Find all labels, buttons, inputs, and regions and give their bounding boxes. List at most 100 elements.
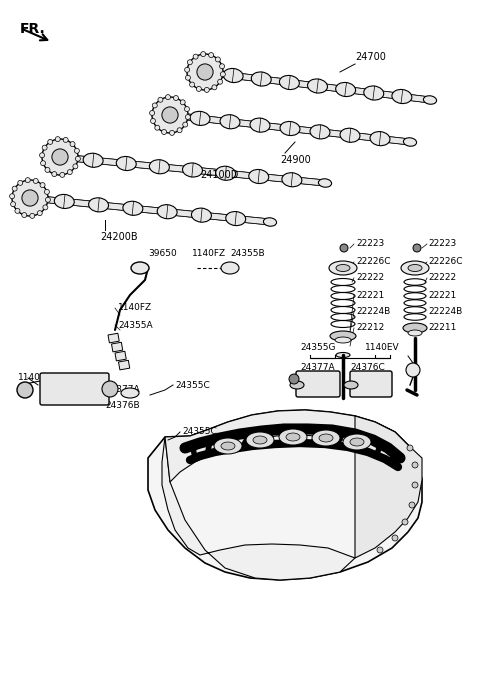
- Circle shape: [12, 186, 17, 191]
- Circle shape: [196, 86, 201, 92]
- Circle shape: [220, 72, 226, 77]
- Circle shape: [45, 168, 50, 172]
- Ellipse shape: [89, 198, 108, 212]
- Ellipse shape: [364, 86, 384, 100]
- Circle shape: [412, 482, 418, 488]
- Ellipse shape: [408, 264, 422, 271]
- Circle shape: [162, 129, 167, 135]
- Ellipse shape: [220, 114, 240, 129]
- Circle shape: [22, 213, 27, 217]
- Circle shape: [52, 172, 57, 176]
- Circle shape: [30, 213, 35, 218]
- Circle shape: [190, 82, 194, 87]
- Ellipse shape: [335, 337, 351, 343]
- Circle shape: [39, 153, 45, 157]
- Circle shape: [41, 161, 46, 166]
- Circle shape: [177, 128, 182, 133]
- FancyBboxPatch shape: [40, 373, 109, 405]
- Ellipse shape: [121, 388, 139, 398]
- Circle shape: [187, 54, 223, 90]
- Circle shape: [33, 178, 38, 184]
- Circle shape: [407, 445, 413, 451]
- Circle shape: [48, 139, 53, 145]
- Circle shape: [37, 211, 42, 215]
- Text: FR.: FR.: [20, 22, 46, 36]
- Polygon shape: [148, 410, 422, 580]
- Ellipse shape: [279, 75, 300, 90]
- Ellipse shape: [308, 79, 327, 93]
- Circle shape: [409, 502, 415, 508]
- Text: 24355A: 24355A: [118, 320, 153, 330]
- Circle shape: [11, 202, 15, 207]
- Polygon shape: [60, 154, 325, 186]
- Ellipse shape: [340, 128, 360, 142]
- Circle shape: [17, 382, 33, 398]
- Ellipse shape: [157, 205, 177, 219]
- Text: 24355C: 24355C: [175, 380, 210, 390]
- Circle shape: [42, 139, 78, 175]
- Circle shape: [12, 180, 48, 216]
- Circle shape: [412, 462, 418, 468]
- Text: 22226C: 22226C: [356, 258, 391, 267]
- Polygon shape: [204, 69, 431, 103]
- Text: 22221: 22221: [428, 291, 456, 299]
- Ellipse shape: [336, 353, 350, 357]
- Circle shape: [151, 118, 156, 123]
- Ellipse shape: [329, 261, 357, 275]
- Circle shape: [406, 363, 420, 377]
- Circle shape: [185, 75, 191, 80]
- Text: 24200B: 24200B: [100, 232, 138, 242]
- Circle shape: [392, 535, 398, 541]
- Circle shape: [162, 107, 178, 123]
- Circle shape: [152, 103, 157, 108]
- Circle shape: [43, 205, 48, 210]
- Circle shape: [209, 52, 214, 58]
- Circle shape: [152, 97, 188, 133]
- Circle shape: [74, 148, 79, 153]
- Circle shape: [183, 122, 188, 127]
- Ellipse shape: [312, 430, 340, 446]
- Text: 24355G: 24355G: [300, 343, 336, 353]
- Text: 24377A: 24377A: [300, 363, 335, 372]
- Circle shape: [60, 172, 65, 178]
- Circle shape: [150, 110, 155, 116]
- Circle shape: [67, 170, 72, 174]
- Ellipse shape: [330, 331, 356, 341]
- Text: 1140EV: 1140EV: [365, 343, 400, 353]
- Ellipse shape: [279, 429, 307, 445]
- Bar: [111, 343, 123, 352]
- Ellipse shape: [83, 153, 103, 168]
- Circle shape: [180, 100, 185, 105]
- Ellipse shape: [370, 132, 390, 145]
- Ellipse shape: [123, 201, 143, 215]
- Circle shape: [155, 125, 160, 131]
- Ellipse shape: [221, 262, 239, 274]
- Circle shape: [40, 182, 45, 188]
- Ellipse shape: [264, 218, 276, 226]
- Polygon shape: [165, 410, 422, 482]
- Circle shape: [197, 64, 213, 80]
- Ellipse shape: [403, 323, 427, 333]
- Circle shape: [402, 519, 408, 525]
- Text: 22224B: 22224B: [428, 308, 462, 316]
- Circle shape: [377, 547, 383, 553]
- Circle shape: [158, 98, 163, 102]
- Text: 22221: 22221: [356, 291, 384, 299]
- Circle shape: [185, 114, 191, 120]
- Text: 24700: 24700: [355, 52, 386, 62]
- Text: 1140FZ: 1140FZ: [192, 250, 226, 258]
- Circle shape: [173, 96, 179, 100]
- Text: 24377A: 24377A: [105, 386, 140, 394]
- Circle shape: [187, 60, 192, 65]
- Circle shape: [18, 180, 23, 185]
- Ellipse shape: [403, 138, 417, 146]
- Bar: [108, 333, 119, 343]
- Ellipse shape: [319, 434, 333, 442]
- Circle shape: [219, 64, 225, 69]
- Circle shape: [204, 87, 209, 92]
- Text: 24355C: 24355C: [182, 427, 217, 437]
- Text: 22223: 22223: [428, 240, 456, 248]
- Circle shape: [55, 137, 60, 141]
- Polygon shape: [30, 195, 270, 225]
- Ellipse shape: [221, 442, 235, 450]
